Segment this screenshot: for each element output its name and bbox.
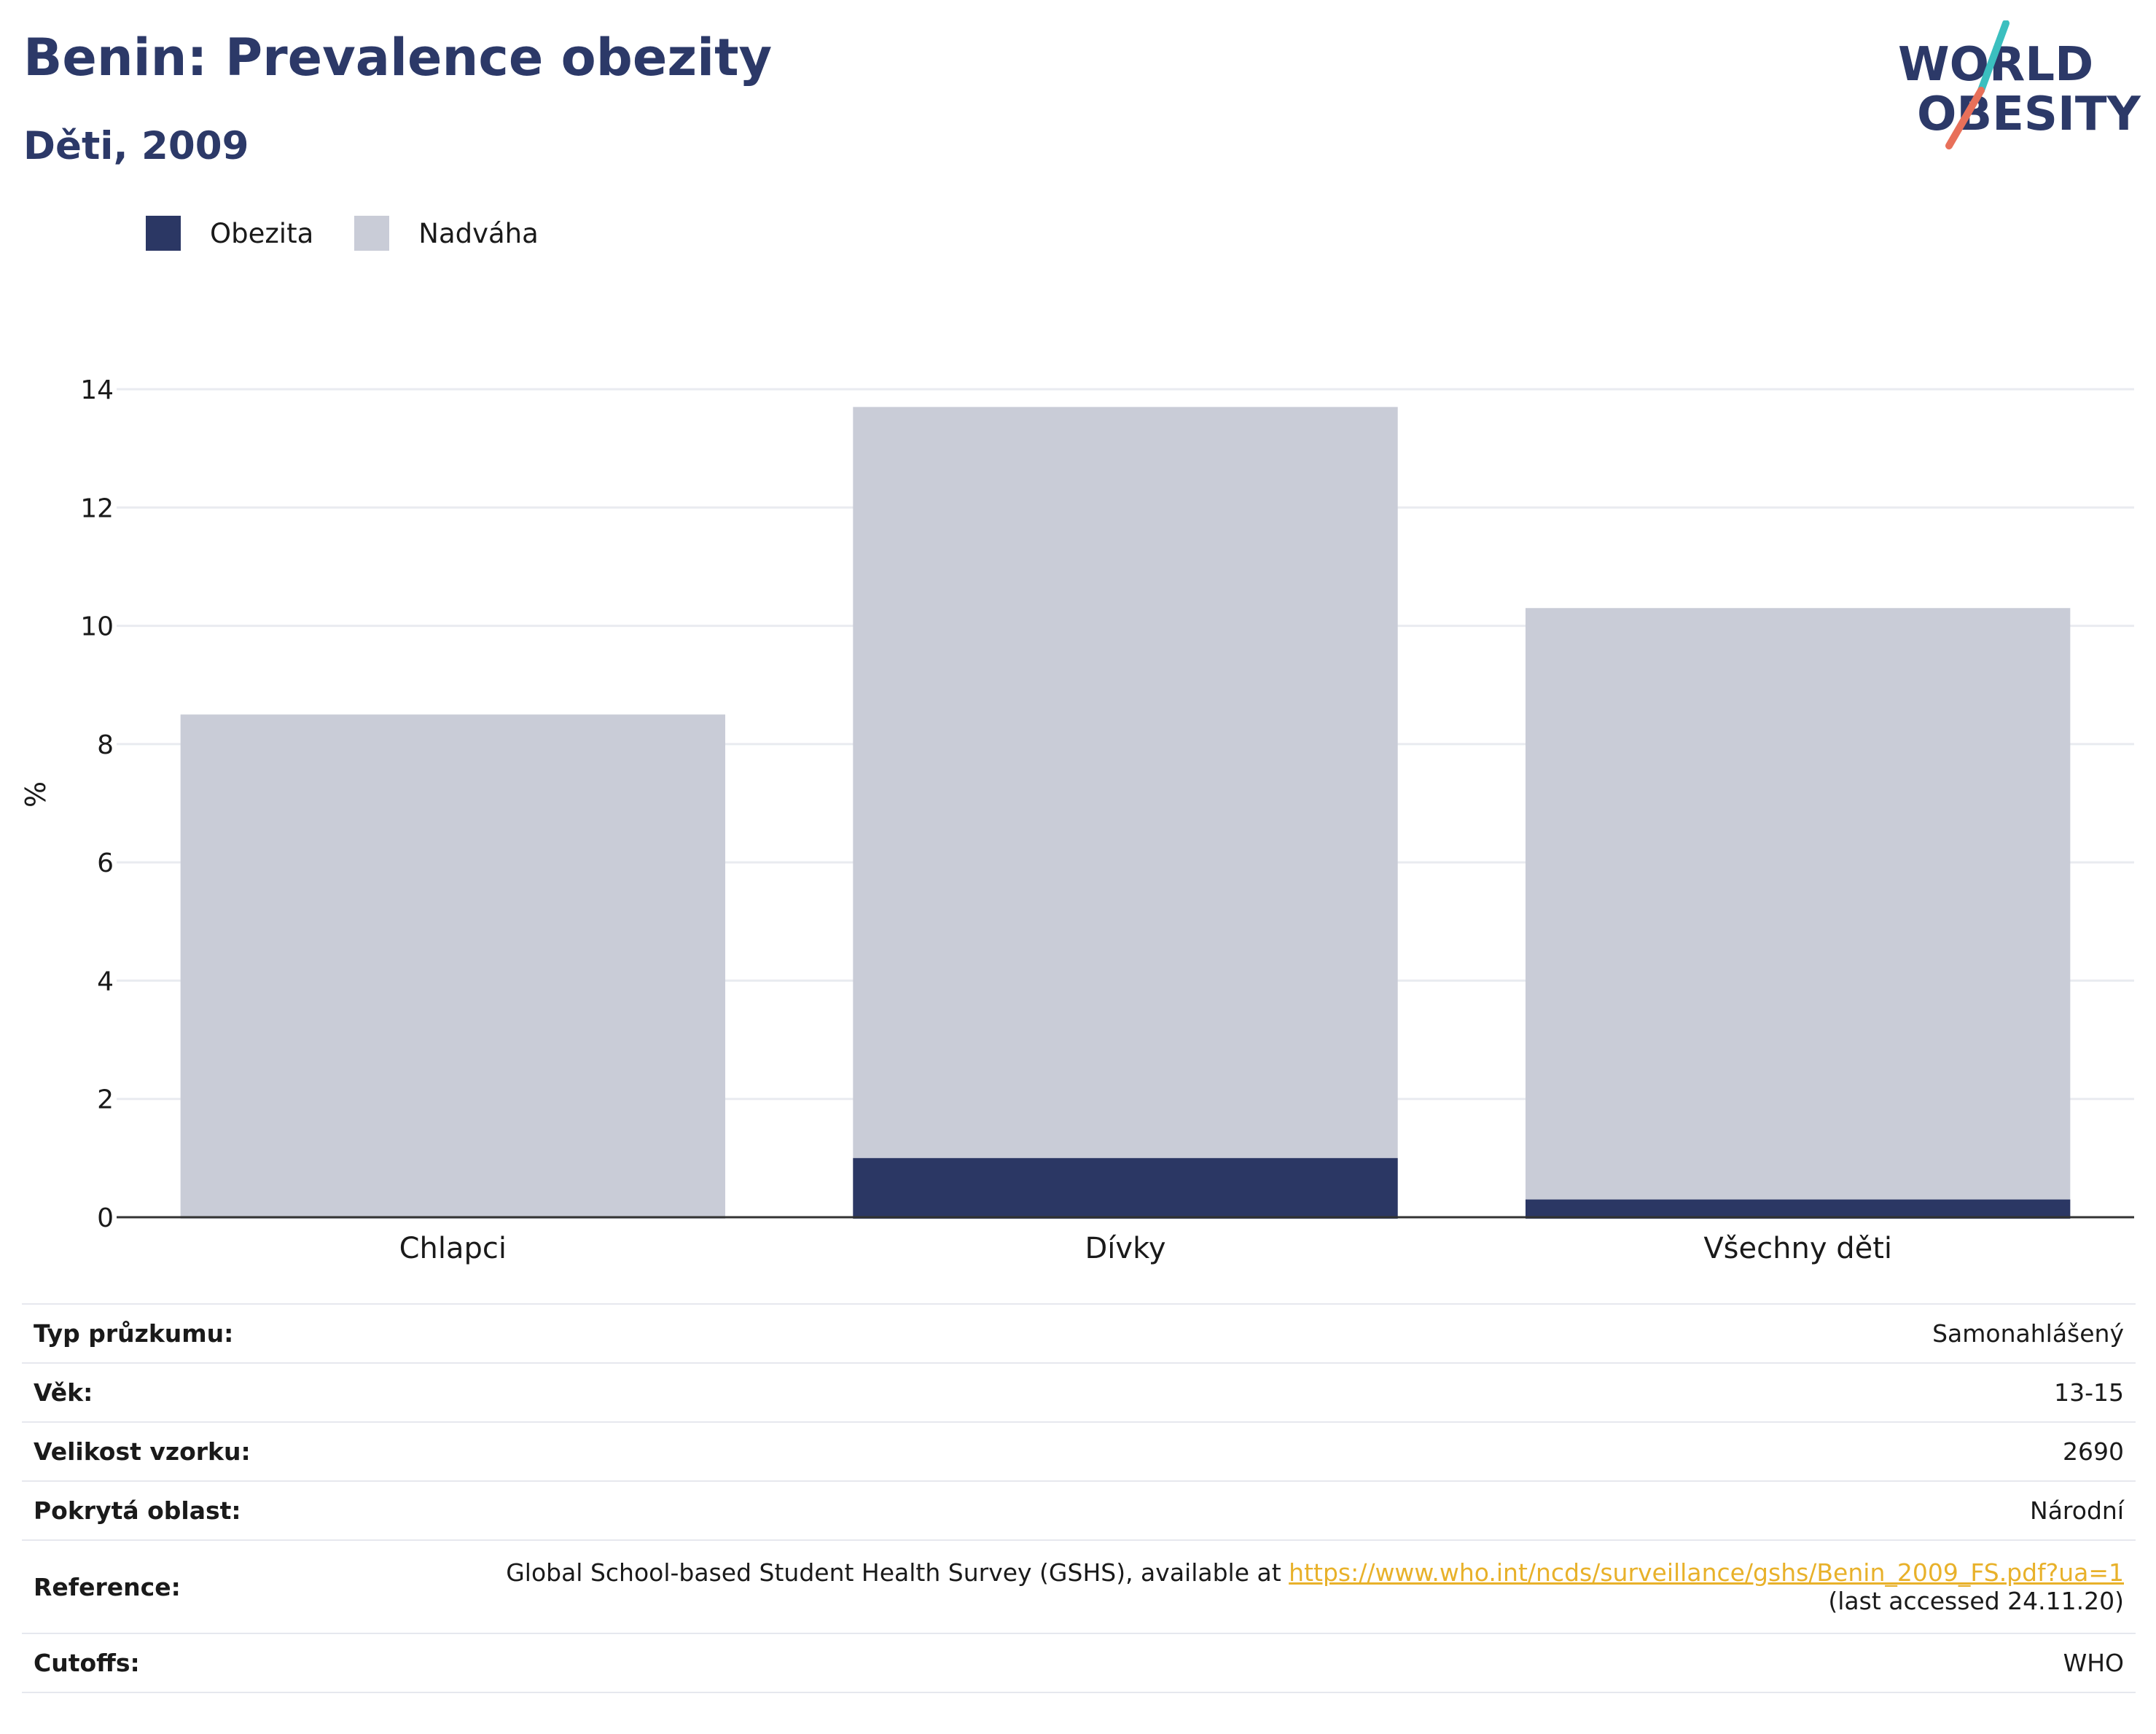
legend-swatch-obezita (146, 216, 181, 251)
x-tick-label: Chlapci (399, 1232, 507, 1265)
legend-item-obezita[interactable]: Obezita (146, 216, 313, 251)
logo-slash-top (1977, 20, 2009, 94)
bar-obezita[interactable] (853, 1157, 1398, 1219)
info-key: Reference: (34, 1572, 181, 1601)
chart-legend: Obezita Nadváha (146, 216, 579, 251)
bar-nadváha[interactable] (180, 714, 726, 1219)
info-key: Velikost vzorku: (34, 1437, 251, 1466)
info-value: WHO (2063, 1649, 2124, 1677)
reference-link[interactable]: https://www.who.int/ncds/surveillance/gs… (1289, 1558, 2124, 1587)
info-row-cutoffs: Cutoffs: WHO (22, 1633, 2136, 1692)
y-tick-label: 10 (80, 612, 114, 642)
bar-nadváha[interactable] (1525, 608, 2071, 1219)
y-tick-label: 0 (97, 1203, 114, 1233)
legend-label-obezita: Obezita (210, 217, 314, 249)
axes: 0 2 4 6 8 10 12 14 Chlapci Dívky Všechny děti (80, 375, 2134, 1265)
y-tick-label: 4 (97, 966, 114, 996)
y-axis-label: % (20, 781, 52, 808)
info-key: Pokrytá oblast: (34, 1496, 241, 1525)
info-value: Global School-based Student Health Surve… (292, 1540, 2136, 1633)
info-row-age: Věk: 13-15 (22, 1363, 2136, 1422)
info-key: Věk: (34, 1378, 93, 1407)
x-tick-label: Dívky (1085, 1232, 1166, 1265)
info-key: Cutoffs: (34, 1649, 140, 1677)
info-row-coverage: Pokrytá oblast: Národní (22, 1481, 2136, 1540)
info-value: 13-15 (2054, 1378, 2124, 1407)
bar-obezita[interactable] (1525, 1199, 2071, 1219)
y-tick-label: 14 (80, 375, 114, 405)
x-tick-label: Všechny děti (1703, 1232, 1892, 1265)
logo-slash-bottom (1945, 87, 1985, 149)
info-row-sample-size: Velikost vzorku: 2690 (22, 1422, 2136, 1481)
reference-text: Global School-based Student Health Surve… (506, 1558, 1289, 1587)
page-title: Benin: Prevalence obezity (23, 28, 773, 87)
legend-item-nadvaha[interactable]: Nadváha (354, 216, 539, 251)
y-tick-label: 6 (97, 848, 114, 878)
y-tick-label: 8 (97, 730, 114, 760)
bar-nadváha[interactable] (853, 407, 1398, 1219)
bar-chart: 0 2 4 6 8 10 12 14 Chlapci Dívky Všechny děti % (20, 375, 2134, 1265)
info-value: Národní (2030, 1496, 2124, 1525)
info-row-reference: Reference: Global School-based Student H… (22, 1540, 2136, 1633)
y-tick-label: 2 (97, 1085, 114, 1115)
info-value: Samonahlášený (1932, 1319, 2124, 1348)
info-value: 2690 (2063, 1437, 2124, 1466)
bars (180, 407, 2071, 1219)
y-tick-label: 12 (80, 493, 114, 523)
survey-info-table: Typ průzkumu: Samonahlášený Věk: 13-15 V… (22, 1303, 2136, 1693)
logo-line2: OBESITY (1917, 87, 2141, 141)
info-key: Typ průzkumu: (34, 1319, 234, 1348)
world-obesity-logo: WORLD OBESITY (1898, 20, 2141, 149)
info-row-survey-type: Typ průzkumu: Samonahlášený (22, 1304, 2136, 1363)
legend-swatch-nadvaha (354, 216, 390, 251)
legend-label-nadvaha: Nadváha (418, 217, 539, 249)
page-subtitle: Děti, 2009 (23, 124, 249, 168)
reference-accessed: (last accessed 24.11.20) (1828, 1587, 2124, 1615)
